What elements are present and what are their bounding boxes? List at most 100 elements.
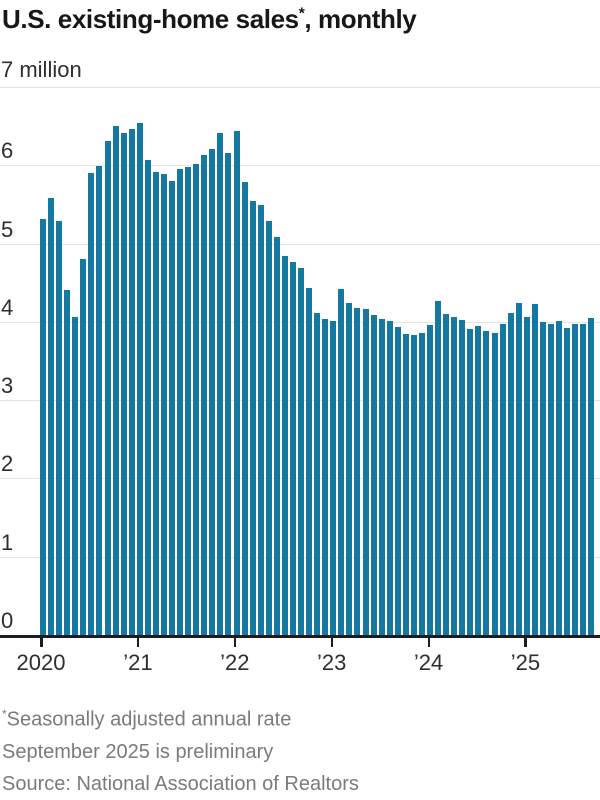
y-tick-label-0: 0 xyxy=(1,608,14,633)
bar-mar-2020 xyxy=(56,221,63,636)
bar-jul-2023 xyxy=(378,318,385,636)
x-tick-21 xyxy=(136,637,140,647)
bar-mar-2022 xyxy=(249,200,256,636)
bar-jun-2025 xyxy=(564,327,571,636)
bar-may-2023 xyxy=(362,308,369,636)
bar-nov-2023 xyxy=(410,334,417,636)
bar-sep-2021 xyxy=(201,154,208,636)
bar-jun-2022 xyxy=(273,236,280,636)
bar-jan-2022 xyxy=(233,131,240,636)
x-tick-2020 xyxy=(40,637,43,647)
bar-sep-2022 xyxy=(298,268,304,636)
footnote-preliminary: September 2025 is preliminary xyxy=(2,740,274,763)
bar-nov-2020 xyxy=(120,133,127,636)
source-line: Source: National Association of Realtors xyxy=(2,772,359,795)
bar-aug-2020 xyxy=(96,166,103,636)
bar-jul-2021 xyxy=(185,167,192,636)
bar-may-2025 xyxy=(556,321,562,636)
bar-may-2022 xyxy=(265,221,272,636)
x-tick-23 xyxy=(330,637,334,647)
bar-dec-2024 xyxy=(515,303,522,636)
bar-dec-2023 xyxy=(418,333,425,636)
bar-may-2020 xyxy=(72,317,79,636)
y-tick-label-3: 3 xyxy=(1,373,14,399)
gridline-6 xyxy=(0,165,600,167)
y-tick-label-6: 6 xyxy=(1,138,14,164)
chart-title: U.S. existing-home sales*, monthly xyxy=(2,4,417,35)
bar-feb-2022 xyxy=(241,181,248,636)
footnote-rate: *Seasonally adjusted annual rate xyxy=(2,698,359,736)
bar-mar-2023 xyxy=(346,302,353,636)
x-axis-line xyxy=(0,635,600,638)
x-tick-22 xyxy=(233,637,237,647)
bar-apr-2025 xyxy=(547,323,554,636)
bar-dec-2021 xyxy=(225,152,232,636)
footnote-asterisk: * xyxy=(2,707,7,721)
bar-jan-2025 xyxy=(523,317,530,636)
bar-jul-2024 xyxy=(475,326,482,636)
x-tick-label-23: ’23 xyxy=(316,650,347,675)
bar-dec-2020 xyxy=(128,128,135,636)
bar-jan-2023 xyxy=(330,321,337,636)
bar-aug-2022 xyxy=(289,261,296,636)
bar-mar-2021 xyxy=(152,171,159,636)
x-tick-label-25: ’25 xyxy=(510,650,541,675)
bar-oct-2021 xyxy=(209,149,216,636)
bar-sep-2020 xyxy=(104,141,111,636)
bar-feb-2020 xyxy=(48,197,55,636)
bar-oct-2020 xyxy=(112,125,119,636)
plot-area: 0 1 2 3 4 5 6 2020 ’21 ’22 ’23 ’24 ’25 xyxy=(0,87,600,674)
bar-jan-2020 xyxy=(40,218,46,636)
bar-jun-2020 xyxy=(80,258,87,636)
gridline-7 xyxy=(0,87,600,88)
y-tick-label-1: 1 xyxy=(1,529,14,555)
bar-may-2024 xyxy=(459,319,466,636)
chart-title-main: U.S. existing-home sales xyxy=(2,4,299,34)
bar-jun-2023 xyxy=(370,315,377,636)
bar-mar-2025 xyxy=(539,322,546,636)
bar-nov-2021 xyxy=(217,132,224,636)
bar-dec-2022 xyxy=(322,318,329,636)
x-tick-24 xyxy=(427,637,431,647)
chart-title-asterisk: * xyxy=(298,5,305,23)
y-tick-label-5: 5 xyxy=(1,216,14,242)
bar-jul-2020 xyxy=(88,172,95,636)
bar-jul-2022 xyxy=(281,255,288,636)
y-tick-label-4: 4 xyxy=(1,294,14,320)
bar-oct-2024 xyxy=(499,324,506,636)
x-tick-label-24: ’24 xyxy=(413,650,444,675)
bar-sep-2023 xyxy=(394,326,401,636)
chart-notes: *Seasonally adjusted annual rate Septemb… xyxy=(2,698,359,800)
x-tick-label-2020: 2020 xyxy=(16,650,66,675)
bar-apr-2022 xyxy=(257,205,264,636)
bar-jan-2024 xyxy=(427,325,433,636)
gridline-5 xyxy=(0,243,600,245)
x-tick-label-21: ’21 xyxy=(123,650,153,675)
bar-apr-2021 xyxy=(160,174,167,636)
chart-title-rest: , monthly xyxy=(304,4,417,34)
bar-aug-2025 xyxy=(580,323,587,636)
bar-jun-2021 xyxy=(177,169,184,636)
bar-aug-2024 xyxy=(483,331,490,636)
bar-apr-2023 xyxy=(354,307,361,636)
bar-feb-2021 xyxy=(144,160,151,636)
y-tick-label-2: 2 xyxy=(1,451,14,477)
bar-jan-2021 xyxy=(136,123,143,636)
bar-oct-2022 xyxy=(306,287,313,636)
bar-nov-2022 xyxy=(314,313,321,636)
bar-apr-2024 xyxy=(451,317,458,636)
bar-feb-2025 xyxy=(531,304,538,636)
y-axis-unit-label: 7 million xyxy=(1,57,82,82)
bar-may-2021 xyxy=(169,181,175,636)
bars xyxy=(40,88,595,636)
bar-aug-2023 xyxy=(386,320,393,636)
bar-jun-2024 xyxy=(467,329,474,636)
bar-sep-2025 xyxy=(588,318,595,636)
bar-feb-2023 xyxy=(338,289,345,636)
x-tick-25 xyxy=(524,637,527,647)
bar-feb-2024 xyxy=(435,300,442,636)
bar-jul-2025 xyxy=(572,323,579,636)
bar-apr-2020 xyxy=(64,289,71,636)
footnote-rate-text: Seasonally adjusted annual rate xyxy=(6,708,292,731)
